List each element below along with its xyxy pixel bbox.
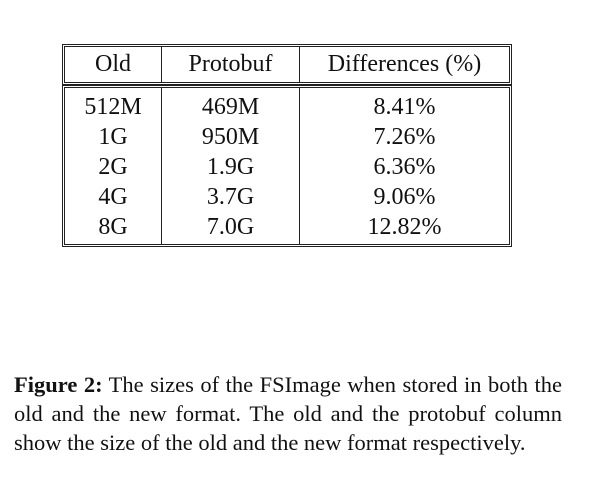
table-cell: 1.9G bbox=[206, 154, 255, 180]
table-body: 512M 1G 2G 4G 8G 469M 950M 1.9G 3.7G 7.0… bbox=[62, 85, 512, 247]
table-cell: 2G bbox=[98, 154, 128, 180]
table-cell: 9.06% bbox=[373, 184, 436, 210]
table-cell: 8G bbox=[98, 214, 128, 240]
table-cell: 950M bbox=[201, 124, 260, 150]
caption-text: The sizes of the FSImage when stored in … bbox=[14, 372, 562, 455]
header-old: Old bbox=[95, 51, 131, 77]
header-protobuf: Protobuf bbox=[161, 47, 299, 82]
table-cell: 7.0G bbox=[206, 214, 255, 240]
column-differences: 8.41% 7.26% 6.36% 9.06% 12.82% bbox=[299, 88, 509, 244]
table-cell: 3.7G bbox=[206, 184, 255, 210]
figure-caption: Figure 2: The sizes of the FSImage when … bbox=[14, 370, 562, 457]
table-cell: 512M bbox=[84, 94, 142, 120]
table-cell: 12.82% bbox=[367, 214, 442, 240]
table-cell: 7.26% bbox=[373, 124, 436, 150]
table-cell: 469M bbox=[201, 94, 260, 120]
table-header-row: Old Protobuf Differences (%) bbox=[62, 44, 512, 85]
table-cell: 4G bbox=[98, 184, 128, 210]
table-cell: 6.36% bbox=[373, 154, 436, 180]
column-protobuf: 469M 950M 1.9G 3.7G 7.0G bbox=[161, 88, 299, 244]
caption-label: Figure 2: bbox=[14, 372, 103, 397]
table-cell: 8.41% bbox=[373, 94, 436, 120]
column-old: 512M 1G 2G 4G 8G bbox=[65, 88, 161, 244]
header-differences: Differences (%) bbox=[299, 47, 509, 82]
table-cell: 1G bbox=[98, 124, 128, 150]
size-comparison-table: Old Protobuf Differences (%) 512M 1G 2G … bbox=[62, 44, 512, 247]
